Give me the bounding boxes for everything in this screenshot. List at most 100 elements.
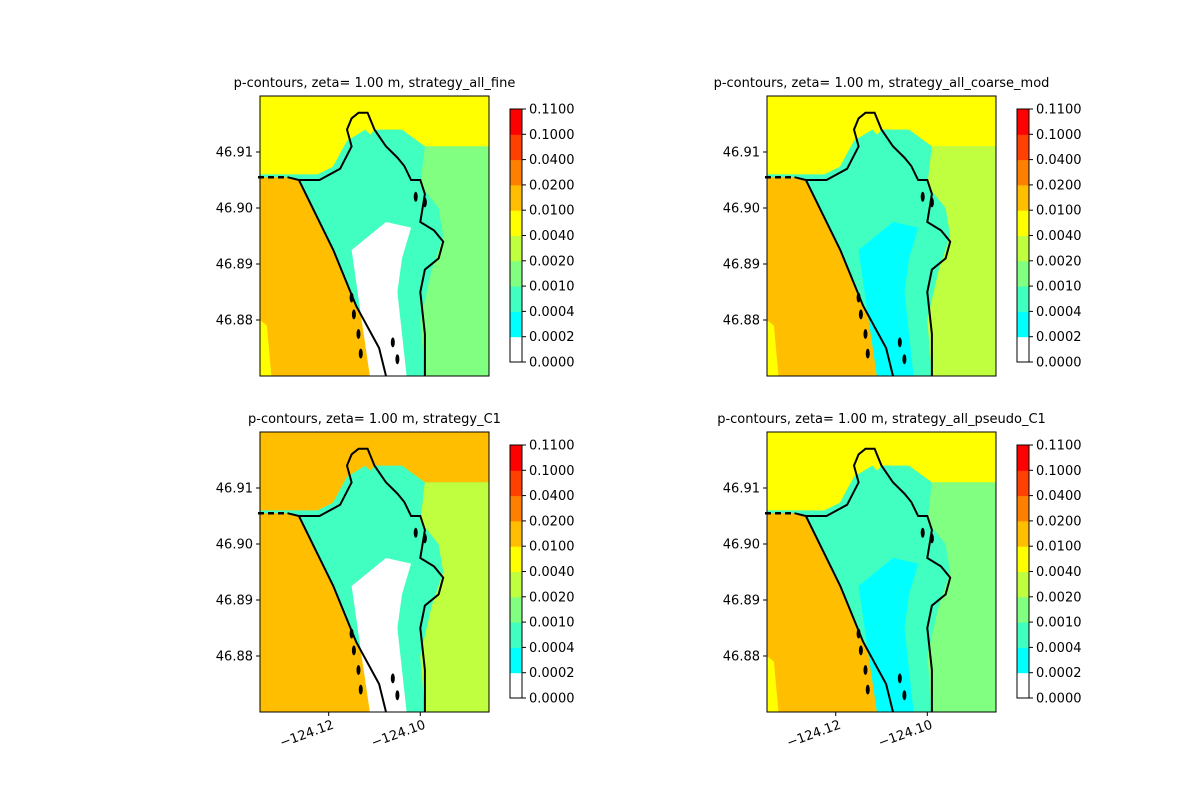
colorbar-label: 0.0100 <box>529 204 575 219</box>
island-mark <box>929 197 934 208</box>
colorbar-label: 0.0200 <box>529 178 575 193</box>
colorbar-label: 0.0040 <box>529 565 575 580</box>
panel-bottom-left: p-contours, zeta= 1.00 m, strategy_C1 46.… <box>216 412 575 751</box>
island-mark <box>897 337 902 348</box>
island-mark <box>929 533 934 544</box>
colorbar-band <box>1017 445 1029 471</box>
east-region <box>420 146 489 376</box>
island-mark <box>902 354 907 365</box>
colorbar-label: 0.0000 <box>1036 356 1082 371</box>
axes-frame <box>766 95 997 377</box>
colorbar: 0.0000 0.0002 0.0004 0.0010 0.0020 0.0040 0.01… <box>1016 103 1082 371</box>
contour-field <box>260 96 489 376</box>
colorbar-band <box>1017 520 1029 547</box>
colorbar-label: 0.1100 <box>1036 103 1082 118</box>
colorbar-label: 0.0400 <box>1036 489 1082 504</box>
colorbar-label: 0.0010 <box>1036 616 1082 631</box>
island-mark <box>856 292 861 303</box>
panel-title: p-contours, zeta= 1.00 m, strategy_C1 <box>248 412 501 427</box>
island-mark <box>856 628 861 639</box>
y-tick-label: 46.91 <box>216 482 253 497</box>
east-region <box>420 482 489 712</box>
colorbar-band <box>510 520 522 547</box>
island-mark <box>349 628 354 639</box>
y-tick-label: 46.89 <box>216 258 253 273</box>
ocean-region <box>260 513 386 712</box>
east-region <box>927 482 996 712</box>
y-tick-label: 46.90 <box>723 202 760 217</box>
axes-frame <box>259 95 490 377</box>
colorbar-band <box>510 445 522 471</box>
colorbar-label: 0.1000 <box>529 128 575 143</box>
colorbar-band <box>1017 260 1029 287</box>
west-edge-region <box>260 320 272 376</box>
colorbar-band <box>510 311 522 338</box>
colorbar-label: 0.0040 <box>1036 229 1082 244</box>
island-mark <box>413 191 418 202</box>
contour-field <box>767 432 996 712</box>
colorbar-label: 0.0004 <box>529 641 575 656</box>
colorbar-label: 0.0010 <box>1036 280 1082 295</box>
y-tick-label: 46.89 <box>216 594 253 609</box>
y-tick-label: 46.88 <box>216 650 253 665</box>
panel-title: p-contours, zeta= 1.00 m, strategy_all_f… <box>234 76 516 91</box>
island-mark <box>390 673 395 684</box>
colorbar-label: 0.1100 <box>529 103 575 118</box>
colorbar-band <box>510 134 522 161</box>
axes-frame <box>766 431 997 713</box>
coastline <box>287 512 387 712</box>
colorbar-label: 0.0400 <box>529 489 575 504</box>
contour-field <box>767 96 996 376</box>
island-mark <box>358 684 363 695</box>
colorbar-band <box>1017 470 1029 497</box>
x-tick-label: −124.12 <box>278 718 336 751</box>
panel-top-left: p-contours, zeta= 1.00 m, strategy_all_f… <box>216 76 575 377</box>
colorbar-label: 0.0100 <box>1036 540 1082 555</box>
colorbar-band <box>510 286 522 312</box>
island-mark <box>349 292 354 303</box>
island-mark <box>902 690 907 701</box>
channel-region <box>858 558 919 712</box>
island-mark <box>865 684 870 695</box>
colorbar-label: 0.0002 <box>529 330 575 345</box>
channel-region <box>351 558 412 712</box>
west-edge-region <box>767 656 779 712</box>
colorbar-band <box>510 495 522 522</box>
panel-bottom-right: p-contours, zeta= 1.00 m, strategy_all_p… <box>717 412 1081 751</box>
island-mark <box>351 645 356 656</box>
colorbar-label: 0.0020 <box>529 254 575 269</box>
island-mark <box>858 645 863 656</box>
y-tick-label: 46.88 <box>216 314 253 329</box>
bay-shoreline <box>298 111 445 376</box>
colorbar-band <box>1017 647 1029 674</box>
colorbar-band <box>1017 235 1029 262</box>
channel-region <box>858 222 919 376</box>
y-tick-label: 46.88 <box>723 650 760 665</box>
colorbar-label: 0.0004 <box>1036 641 1082 656</box>
colorbar-label: 0.1100 <box>1036 439 1082 454</box>
colorbar-label: 0.0010 <box>529 280 575 295</box>
north-region <box>260 432 489 511</box>
colorbar-band <box>510 184 522 211</box>
colorbar-label: 0.0200 <box>529 514 575 529</box>
island-mark <box>863 665 868 675</box>
colorbar-band <box>510 260 522 287</box>
colorbar-label: 0.1100 <box>529 439 575 454</box>
colorbar-band <box>510 336 522 363</box>
colorbar-label: 0.0010 <box>529 616 575 631</box>
island-mark <box>863 329 868 339</box>
colorbar-band <box>1017 134 1029 161</box>
bay-shoreline <box>298 447 445 712</box>
bay-shoreline <box>805 111 952 376</box>
colorbar-label: 0.0200 <box>1036 178 1082 193</box>
colorbar-label: 0.0200 <box>1036 514 1082 529</box>
island-mark <box>390 337 395 348</box>
colorbar-label: 0.0040 <box>529 229 575 244</box>
colorbar-label: 0.0000 <box>529 692 575 707</box>
north-region <box>260 96 489 175</box>
y-tick-label: 46.91 <box>723 482 760 497</box>
west-edge-region <box>767 320 779 376</box>
colorbar-band <box>510 622 522 648</box>
island-mark <box>422 533 427 544</box>
